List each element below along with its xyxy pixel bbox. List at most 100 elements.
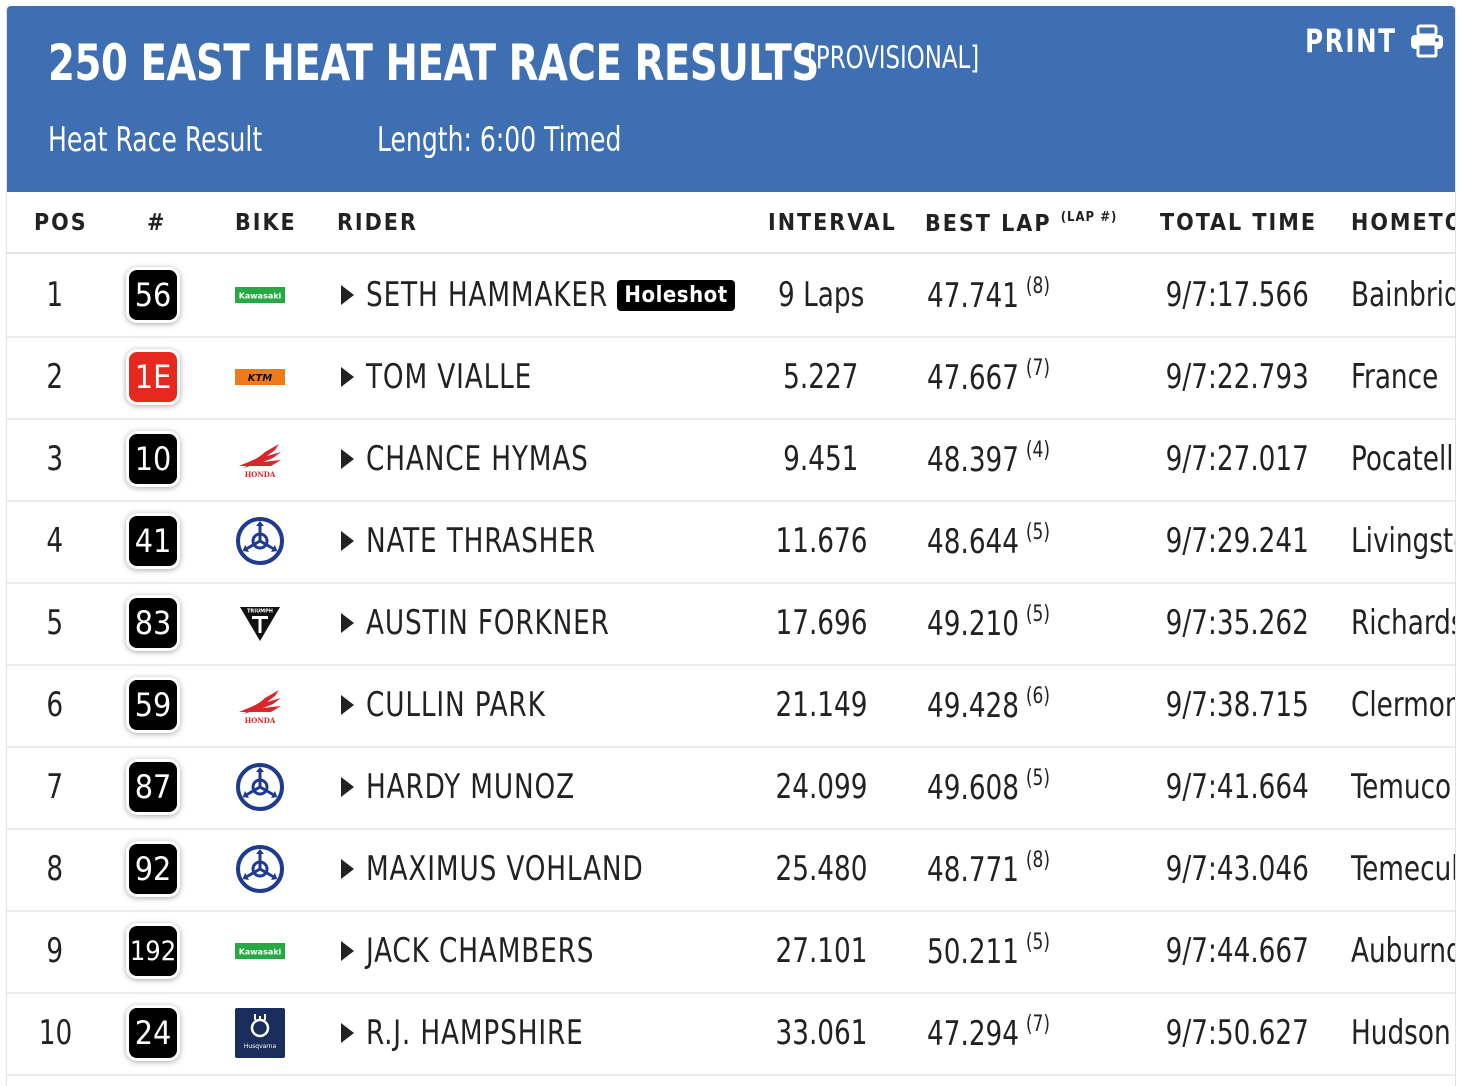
rider-name[interactable]: NATE THRASHER: [366, 521, 596, 561]
col-bike: BIKE: [235, 210, 297, 236]
print-button[interactable]: PRINT: [1289, 22, 1445, 60]
result-row: 9 192 Kawasaki JACK CHAMBERS 27.101 50.2…: [7, 910, 1455, 994]
number-plate: 56: [129, 270, 177, 320]
interval: 9 Laps: [777, 275, 865, 315]
rider-name[interactable]: HARDY MUNOZ: [366, 767, 575, 807]
position: 10: [38, 1013, 72, 1053]
hometown: Richards: [1351, 603, 1456, 643]
result-row: 7 87 HARDY MUNOZ 24.099 49.608 (5) 9/7:41…: [7, 746, 1455, 830]
rider-name[interactable]: CULLIN PARK: [366, 685, 546, 725]
best-lap: 49.428: [927, 686, 1020, 726]
results-header: 250 EAST HEAT HEAT RACE RESULTS [PROVISI…: [7, 6, 1455, 192]
best-lap: 49.210: [927, 604, 1020, 644]
expand-caret-icon[interactable]: [341, 531, 354, 551]
ktm-logo: KTM: [231, 336, 289, 418]
result-row: 5 83 TRIUMPH AUSTIN FORKNER 17.696 49.21…: [7, 582, 1455, 666]
hometown: Hudson: [1351, 1013, 1451, 1053]
best-lap-number: (5): [1025, 930, 1051, 955]
number-plate: 192: [129, 926, 177, 976]
number-plate: 59: [129, 680, 177, 730]
result-row: 2 1E KTM TOM VIALLE 5.227 47.667 (7) 9/7:…: [7, 336, 1455, 420]
rider-name[interactable]: AUSTIN FORKNER: [366, 603, 610, 643]
table-header: POS # BIKE RIDER INTERVAL BEST LAP (LAP …: [7, 192, 1455, 254]
expand-caret-icon[interactable]: [341, 367, 354, 387]
best-lap: 48.644: [927, 522, 1020, 562]
col-total-time: TOTAL TIME: [1160, 210, 1317, 236]
number-plate: 1E: [129, 352, 177, 402]
col-best-lap-label: BEST LAP: [925, 211, 1052, 237]
col-interval: INTERVAL: [768, 210, 897, 236]
best-lap-number: (4): [1025, 438, 1051, 463]
expand-caret-icon[interactable]: [341, 449, 354, 469]
total-time: 9/7:29.241: [1165, 521, 1309, 561]
rider-name[interactable]: MAXIMUS VOHLAND: [366, 849, 644, 889]
expand-caret-icon[interactable]: [341, 613, 354, 633]
col-number: #: [147, 210, 167, 236]
interval: 21.149: [774, 685, 868, 725]
printer-icon: [1411, 24, 1443, 58]
honda-logo: HONDA: [231, 418, 289, 500]
position: 9: [46, 931, 64, 971]
hometown: Bainbridge: [1351, 275, 1455, 315]
total-time: 9/7:44.667: [1165, 931, 1309, 971]
hometown: France: [1351, 357, 1439, 397]
race-length: Length: 6:00 Timed: [377, 120, 622, 160]
interval: 24.099: [774, 767, 868, 807]
col-hometown: HOMETOWN: [1351, 210, 1455, 236]
rider-name[interactable]: R.J. HAMPSHIRE: [366, 1013, 584, 1053]
kawasaki-wordmark: Kawasaki: [239, 292, 282, 301]
best-lap: 50.211: [927, 932, 1020, 972]
expand-caret-icon[interactable]: [341, 695, 354, 715]
print-label: PRINT: [1305, 22, 1397, 60]
best-lap: 47.741: [927, 276, 1020, 316]
husqvarna-logo: Husqvarna: [231, 992, 289, 1074]
rider-name[interactable]: SETH HAMMAKER: [366, 275, 609, 315]
rider-name[interactable]: CHANCE HYMAS: [366, 439, 589, 479]
number-plate: 10: [129, 434, 177, 484]
best-lap-number: (6): [1025, 684, 1051, 709]
total-time: 9/7:17.566: [1165, 275, 1309, 315]
result-row: 3 10 HONDA CHANCE HYMAS 9.451 48.397 (4) …: [7, 418, 1455, 502]
result-row: 4 41 NATE THRASHER 11.676 48.644 (5) 9/7:…: [7, 500, 1455, 584]
best-lap: 48.397: [927, 440, 1020, 480]
yamaha-logo: [231, 746, 289, 828]
honda-wordmark: HONDA: [245, 716, 276, 724]
total-time: 9/7:27.017: [1165, 439, 1309, 479]
best-lap: 47.667: [927, 358, 1020, 398]
expand-caret-icon[interactable]: [341, 1023, 354, 1043]
position: 1: [46, 275, 64, 315]
best-lap: 49.608: [927, 768, 1020, 808]
number-plate: 87: [129, 762, 177, 812]
position: 5: [46, 603, 64, 643]
provisional-label: [PROVISIONAL]: [807, 40, 980, 76]
interval: 25.480: [774, 849, 868, 889]
col-best-lap-sub: (LAP #): [1060, 210, 1118, 225]
interval: 33.061: [774, 1013, 868, 1053]
rider-name[interactable]: TOM VIALLE: [366, 357, 533, 397]
expand-caret-icon[interactable]: [341, 777, 354, 797]
interval: 27.101: [774, 931, 868, 971]
total-time: 9/7:38.715: [1165, 685, 1309, 725]
total-time: 9/7:41.664: [1165, 767, 1309, 807]
hometown: Temecula: [1351, 849, 1455, 889]
number-plate: 41: [129, 516, 177, 566]
position: 7: [46, 767, 64, 807]
interval: 11.676: [774, 521, 868, 561]
yamaha-logo: [231, 500, 289, 582]
best-lap: 47.294: [927, 1014, 1020, 1054]
result-row: 8 92 MAXIMUS VOHLAND 25.480 48.771 (8) 9/…: [7, 828, 1455, 912]
rider-name[interactable]: JACK CHAMBERS: [366, 931, 595, 971]
hometown: Clermont: [1351, 685, 1455, 725]
expand-caret-icon[interactable]: [341, 859, 354, 879]
best-lap-number: (5): [1025, 520, 1051, 545]
interval: 17.696: [774, 603, 868, 643]
expand-caret-icon[interactable]: [341, 941, 354, 961]
result-row: 6 59 HONDA CULLIN PARK 21.149 49.428 (6) …: [7, 664, 1455, 748]
hometown: Pocatello: [1351, 439, 1455, 479]
number-plate: 83: [129, 598, 177, 648]
expand-caret-icon[interactable]: [341, 285, 354, 305]
position: 4: [46, 521, 64, 561]
best-lap-number: (5): [1025, 602, 1051, 627]
col-pos: POS: [34, 210, 88, 236]
hometown: Temuco: [1351, 767, 1452, 807]
